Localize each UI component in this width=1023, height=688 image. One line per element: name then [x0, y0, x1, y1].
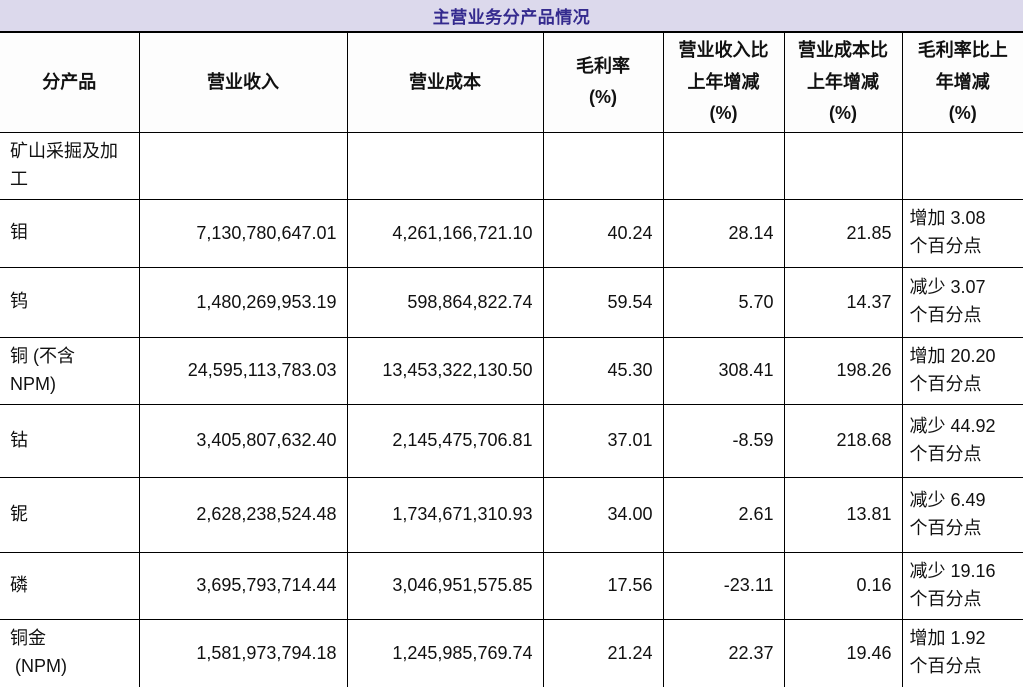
- table-row-copper-ex-npm: 铜 (不含 NPM) 24,595,113,783.03 13,453,322,…: [0, 337, 1023, 405]
- header-gross-margin: 毛利率 (%): [542, 32, 664, 133]
- cell-revenue-yoy: [662, 132, 785, 200]
- cell-revenue: 1,480,269,953.19: [138, 267, 348, 338]
- cell-gross-margin: 17.56: [542, 552, 664, 620]
- cell-cost: 1,245,985,769.74: [346, 619, 544, 687]
- cell-gross-margin: 45.30: [542, 337, 664, 405]
- cell-margin-yoy: 增加 20.20 个百分点: [901, 337, 1023, 405]
- table-row-cobalt: 钴 3,405,807,632.40 2,145,475,706.81 37.0…: [0, 404, 1023, 478]
- cell-margin-yoy: 减少 6.49 个百分点: [901, 477, 1023, 553]
- cell-product: 铜 (不含 NPM): [0, 337, 140, 405]
- cell-cost-yoy: 198.26: [783, 337, 903, 405]
- cell-revenue-yoy: 28.14: [662, 199, 785, 268]
- cell-margin-yoy: [901, 132, 1023, 200]
- cell-revenue: [138, 132, 348, 200]
- cell-cost: 598,864,822.74: [346, 267, 544, 338]
- table-row-molybdenum: 钼 7,130,780,647.01 4,261,166,721.10 40.2…: [0, 199, 1023, 268]
- cell-cost: 4,261,166,721.10: [346, 199, 544, 268]
- cell-cost-yoy: 13.81: [783, 477, 903, 553]
- cell-margin-yoy: 减少 44.92 个百分点: [901, 404, 1023, 478]
- table-row-phosphorus: 磷 3,695,793,714.44 3,046,951,575.85 17.5…: [0, 552, 1023, 620]
- cell-cost-yoy: 0.16: [783, 552, 903, 620]
- cell-product: 钴: [0, 404, 140, 478]
- cell-revenue-yoy: 22.37: [662, 619, 785, 687]
- header-revenue-yoy: 营业收入比 上年增减 (%): [662, 32, 785, 133]
- cell-cost-yoy: 19.46: [783, 619, 903, 687]
- cell-revenue: 24,595,113,783.03: [138, 337, 348, 405]
- cell-revenue-yoy: 2.61: [662, 477, 785, 553]
- cell-product: 铌: [0, 477, 140, 553]
- header-row: 分产品 营业收入 营业成本 毛利率 (%) 营业收入比 上年增减 (%) 营业成…: [0, 32, 1023, 133]
- product-breakdown-table: 分产品 营业收入 营业成本 毛利率 (%) 营业收入比 上年增减 (%) 营业成…: [0, 31, 1023, 687]
- header-revenue: 营业收入: [138, 32, 348, 133]
- table-row-niobium: 铌 2,628,238,524.48 1,734,671,310.93 34.0…: [0, 477, 1023, 553]
- cell-revenue: 1,581,973,794.18: [138, 619, 348, 687]
- cell-revenue: 3,695,793,714.44: [138, 552, 348, 620]
- cell-gross-margin: 21.24: [542, 619, 664, 687]
- cell-revenue: 2,628,238,524.48: [138, 477, 348, 553]
- cell-margin-yoy: 减少 3.07 个百分点: [901, 267, 1023, 338]
- cell-gross-margin: 37.01: [542, 404, 664, 478]
- cell-revenue-yoy: 5.70: [662, 267, 785, 338]
- header-margin-yoy: 毛利率比上 年增减 (%): [901, 32, 1023, 133]
- cell-cost-yoy: 14.37: [783, 267, 903, 338]
- cell-revenue-yoy: 308.41: [662, 337, 785, 405]
- cell-product: 铜金 (NPM): [0, 619, 140, 687]
- cell-margin-yoy: 增加 1.92 个百分点: [901, 619, 1023, 687]
- cell-cost: [346, 132, 544, 200]
- header-cost-yoy: 营业成本比 上年增减 (%): [783, 32, 903, 133]
- cell-revenue-yoy: -23.11: [662, 552, 785, 620]
- cell-cost-yoy: 21.85: [783, 199, 903, 268]
- table-row-mining-segment: 矿山采掘及加 工: [0, 132, 1023, 200]
- cell-revenue: 7,130,780,647.01: [138, 199, 348, 268]
- cell-product: 磷: [0, 552, 140, 620]
- cell-cost-yoy: [783, 132, 903, 200]
- cell-cost-yoy: 218.68: [783, 404, 903, 478]
- cell-cost: 1,734,671,310.93: [346, 477, 544, 553]
- cell-product: 矿山采掘及加 工: [0, 132, 140, 200]
- cell-product: 钼: [0, 199, 140, 268]
- table-title: 主营业务分产品情况: [432, 8, 591, 27]
- header-cost: 营业成本: [346, 32, 544, 133]
- cell-gross-margin: [542, 132, 664, 200]
- cell-product: 钨: [0, 267, 140, 338]
- cell-margin-yoy: 减少 19.16 个百分点: [901, 552, 1023, 620]
- cell-margin-yoy: 增加 3.08 个百分点: [901, 199, 1023, 268]
- cell-cost: 2,145,475,706.81: [346, 404, 544, 478]
- cell-gross-margin: 40.24: [542, 199, 664, 268]
- table-row-copper-gold-npm: 铜金 (NPM) 1,581,973,794.18 1,245,985,769.…: [0, 619, 1023, 687]
- table-row-tungsten: 钨 1,480,269,953.19 598,864,822.74 59.54 …: [0, 267, 1023, 338]
- cell-cost: 3,046,951,575.85: [346, 552, 544, 620]
- cell-gross-margin: 59.54: [542, 267, 664, 338]
- cell-revenue: 3,405,807,632.40: [138, 404, 348, 478]
- cell-revenue-yoy: -8.59: [662, 404, 785, 478]
- cell-cost: 13,453,322,130.50: [346, 337, 544, 405]
- cell-gross-margin: 34.00: [542, 477, 664, 553]
- header-product: 分产品: [0, 32, 140, 133]
- table-title-bar: 主营业务分产品情况: [0, 0, 1023, 31]
